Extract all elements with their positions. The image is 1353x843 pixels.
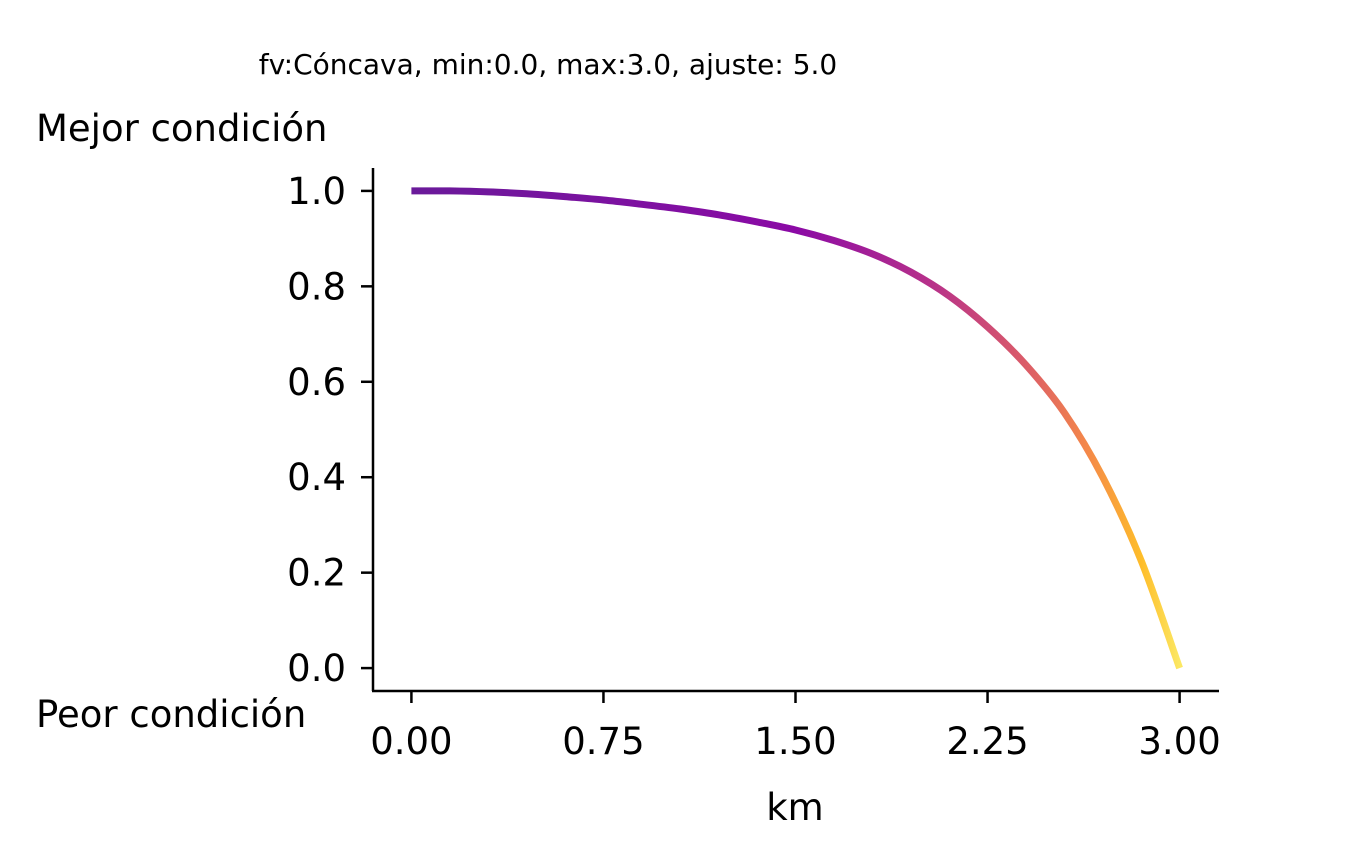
series-line <box>411 187 1183 670</box>
y-tick-label: 0.0 <box>287 647 346 690</box>
y-tick-label: 0.4 <box>287 456 346 499</box>
y-ticks: 0.0 0.2 0.4 0.6 0.8 1.0 <box>287 170 373 690</box>
chart-title: fv:Cóncava, min:0.0, max:3.0, ajuste: 5.… <box>259 48 838 81</box>
y-label-top: Mejor condición <box>36 107 327 150</box>
x-tick-label: 3.00 <box>1138 720 1220 763</box>
y-label-bottom: Peor condición <box>36 693 306 736</box>
x-tick-label: 0.00 <box>370 720 452 763</box>
x-tick-label: 2.25 <box>946 720 1028 763</box>
x-tick-label: 0.75 <box>562 720 644 763</box>
x-tick-label: 1.50 <box>754 720 836 763</box>
y-tick-label: 0.2 <box>287 552 346 595</box>
x-axis-label: km <box>766 786 823 829</box>
y-tick-label: 1.0 <box>287 170 346 213</box>
y-tick-label: 0.8 <box>287 265 346 308</box>
y-tick-label: 0.6 <box>287 361 346 404</box>
x-ticks: 0.00 0.75 1.50 2.25 3.00 <box>370 691 1221 763</box>
